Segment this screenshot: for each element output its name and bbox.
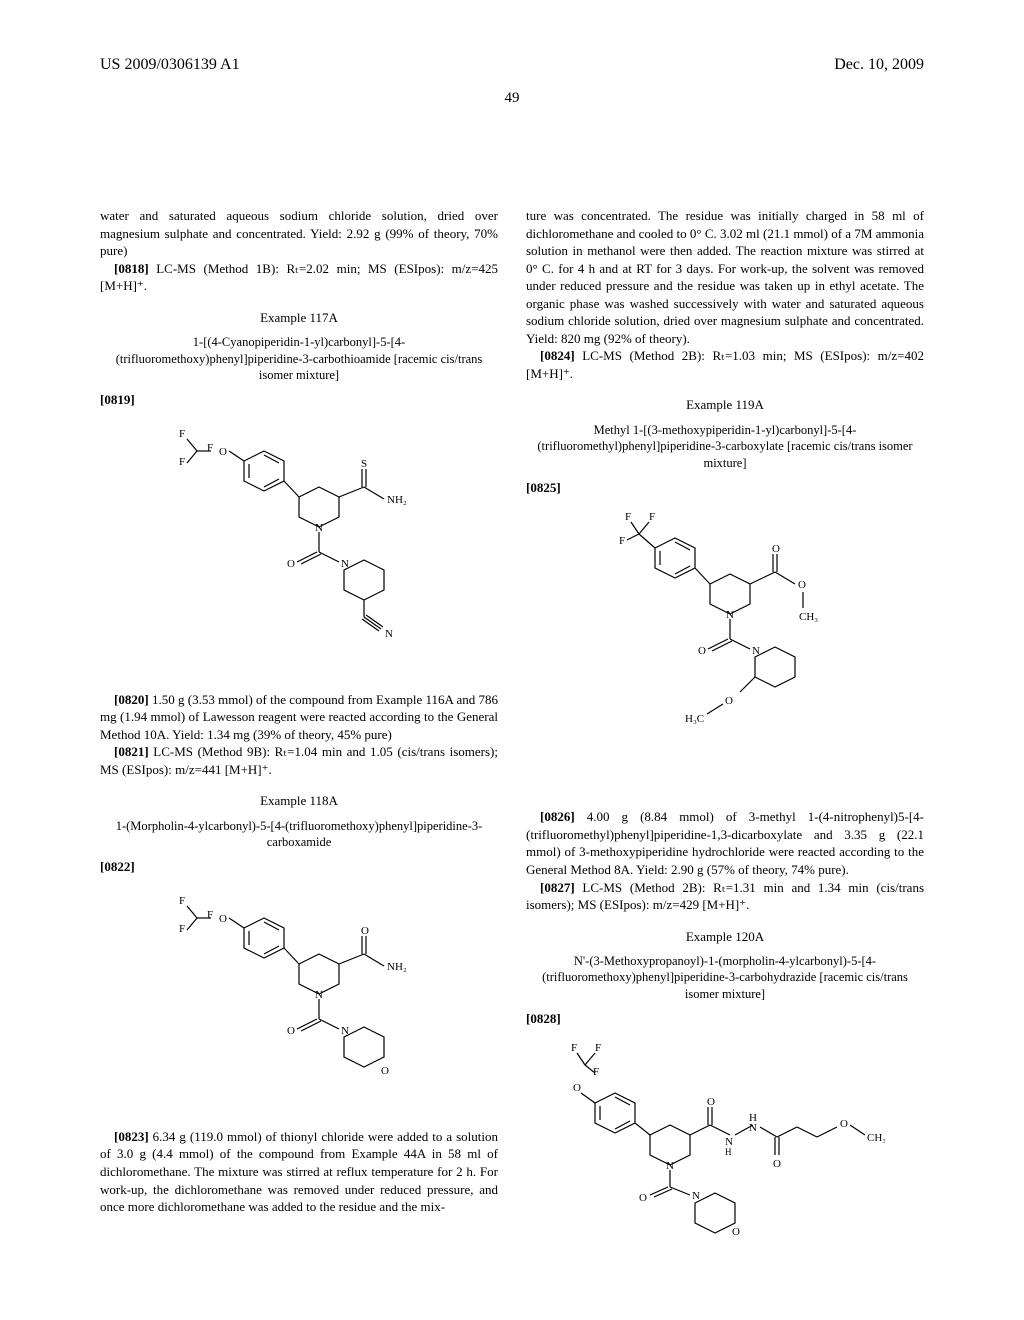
para-num-0828: [0828] [526, 1011, 561, 1026]
svg-text:F: F [595, 1042, 601, 1054]
svg-text:O: O [698, 645, 706, 657]
svg-text:F: F [179, 428, 185, 440]
svg-text:N: N [385, 628, 393, 640]
svg-text:F: F [625, 511, 631, 523]
para-num-0819: [0819] [100, 392, 135, 407]
paragraph-0822: [0822] [100, 858, 498, 876]
para-num-0820: [0820] [114, 692, 149, 707]
svg-text:F: F [207, 442, 213, 454]
paragraph-0824: [0824] LC-MS (Method 2B): Rₜ=1.03 min; M… [526, 347, 924, 382]
para-num-0818: [0818] [114, 261, 149, 276]
svg-text:O: O [707, 1096, 715, 1108]
para-num-0823: [0823] [114, 1129, 149, 1144]
right-column: ture was concentrated. The residue was i… [526, 207, 924, 1259]
svg-text:F: F [179, 895, 185, 907]
svg-text:O: O [219, 446, 227, 458]
para-num-0821: [0821] [114, 744, 149, 759]
svg-text:N: N [692, 1190, 700, 1202]
svg-text:O: O [287, 1025, 295, 1037]
svg-text:H: H [725, 1147, 732, 1157]
page-number: 49 [100, 90, 924, 107]
svg-text:O: O [798, 579, 806, 591]
structure-120A: F F F O N [565, 1035, 885, 1245]
continuation-paragraph: water and saturated aqueous sodium chlor… [100, 207, 498, 260]
paragraph-0820: [0820] 1.50 g (3.53 mmol) of the compoun… [100, 691, 498, 744]
publication-date: Dec. 10, 2009 [834, 56, 924, 74]
structure-117A: F F F O [169, 417, 429, 677]
svg-text:O: O [840, 1118, 848, 1130]
svg-text:CH₃: CH₃ [799, 611, 818, 623]
continuation-paragraph-right: ture was concentrated. The residue was i… [526, 207, 924, 347]
svg-text:O: O [219, 913, 227, 925]
para-num-0827: [0827] [540, 880, 575, 895]
example-118A-name: 1-(Morpholin-4-ylcarbonyl)-5-[4-(trifluo… [100, 818, 498, 851]
svg-text:F: F [179, 456, 185, 468]
para-num-0825: [0825] [526, 480, 561, 495]
paragraph-0827: [0827] LC-MS (Method 2B): Rₜ=1.31 min an… [526, 879, 924, 914]
paragraph-0819: [0819] [100, 391, 498, 409]
svg-text:O: O [772, 543, 780, 555]
para-text-0821: LC-MS (Method 9B): Rₜ=1.04 min and 1.05 … [100, 744, 498, 777]
svg-text:CH₃: CH₃ [867, 1132, 885, 1144]
svg-text:H₃C: H₃C [685, 713, 704, 725]
svg-text:F: F [619, 535, 625, 547]
paragraph-0825: [0825] [526, 479, 924, 497]
svg-text:O: O [725, 695, 733, 707]
para-text-0827: LC-MS (Method 2B): Rₜ=1.31 min and 1.34 … [526, 880, 924, 913]
para-text-0824: LC-MS (Method 2B): Rₜ=1.03 min; MS (ESIp… [526, 348, 924, 381]
example-117A-title: Example 117A [100, 309, 498, 327]
example-119A-name: Methyl 1-[(3-methoxypiperidin-1-yl)carbo… [526, 422, 924, 471]
left-column: water and saturated aqueous sodium chlor… [100, 207, 498, 1259]
para-text-0820: 1.50 g (3.53 mmol) of the compound from … [100, 692, 498, 742]
para-num-0824: [0824] [540, 348, 575, 363]
svg-text:N: N [749, 1122, 757, 1134]
svg-text:O: O [773, 1158, 781, 1170]
paragraph-0818: [0818] LC-MS (Method 1B): Rₜ=2.02 min; M… [100, 260, 498, 295]
para-text-0823: 6.34 g (119.0 mmol) of thionyl chloride … [100, 1129, 498, 1214]
paragraph-0828: [0828] [526, 1010, 924, 1028]
svg-text:O: O [361, 925, 369, 937]
svg-text:O: O [573, 1082, 581, 1094]
svg-text:F: F [179, 923, 185, 935]
example-120A-title: Example 120A [526, 928, 924, 946]
example-118A-title: Example 118A [100, 792, 498, 810]
svg-text:F: F [571, 1042, 577, 1054]
para-num-0826: [0826] [540, 809, 575, 824]
example-119A-title: Example 119A [526, 396, 924, 414]
svg-text:O: O [639, 1192, 647, 1204]
structure-119A: F F F N [595, 504, 855, 794]
example-120A-name: N'-(3-Methoxypropanoyl)-1-(morpholin-4-y… [526, 953, 924, 1002]
structure-118A: F F F O N [169, 884, 429, 1114]
patent-number: US 2009/0306139 A1 [100, 56, 240, 74]
paragraph-0821: [0821] LC-MS (Method 9B): Rₜ=1.04 min an… [100, 743, 498, 778]
svg-text:F: F [207, 909, 213, 921]
para-num-0822: [0822] [100, 859, 135, 874]
svg-text:O: O [287, 558, 295, 570]
svg-text:S: S [361, 458, 367, 470]
para-text-0818: LC-MS (Method 1B): Rₜ=2.02 min; MS (ESIp… [100, 261, 498, 294]
svg-text:F: F [649, 511, 655, 523]
para-text-0826: 4.00 g (8.84 mmol) of 3-methyl 1-(4-nitr… [526, 809, 924, 877]
svg-text:O: O [732, 1226, 740, 1238]
paragraph-0826: [0826] 4.00 g (8.84 mmol) of 3-methyl 1-… [526, 808, 924, 878]
svg-text:NH₂: NH₂ [387, 494, 407, 506]
paragraph-0823: [0823] 6.34 g (119.0 mmol) of thionyl ch… [100, 1128, 498, 1216]
svg-text:O: O [381, 1065, 389, 1077]
example-117A-name: 1-[(4-Cyanopiperidin-1-yl)carbonyl]-5-[4… [100, 334, 498, 383]
svg-text:NH₂: NH₂ [387, 961, 407, 973]
